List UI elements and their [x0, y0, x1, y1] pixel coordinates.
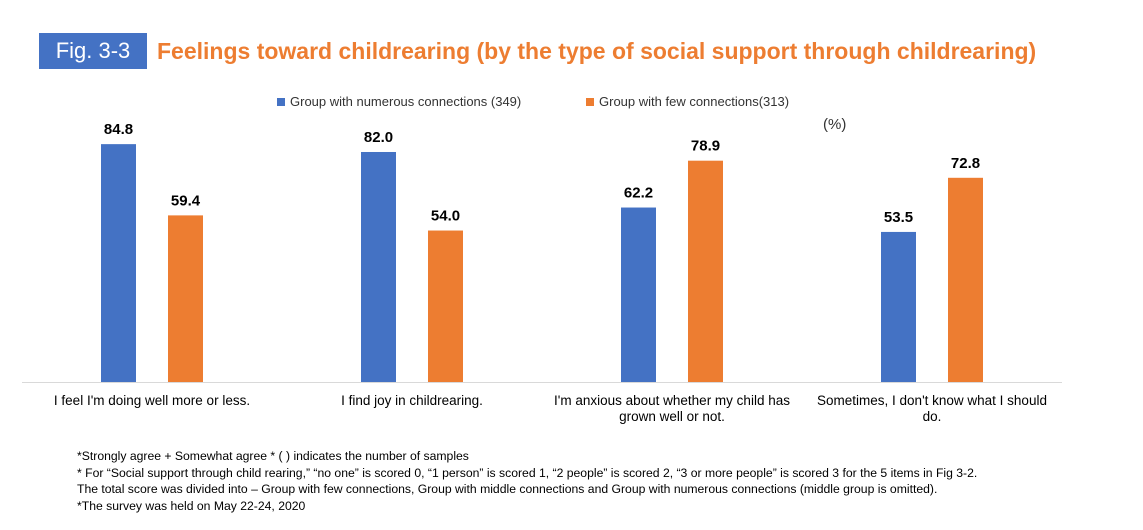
data-label: 59.4 [171, 192, 201, 209]
category-tick-label: I'm anxious about whether my child has [554, 393, 790, 408]
footnote-line: *The survey was held on May 22-24, 2020 [77, 498, 306, 513]
legend-label-numerous: Group with numerous connections (349) [290, 94, 522, 109]
data-label: 72.8 [951, 155, 980, 172]
chart-title: Feelings toward childrearing (by the typ… [157, 38, 1037, 64]
bar [688, 160, 723, 382]
category-tick-label: grown well or not. [619, 409, 725, 424]
data-label: 62.2 [624, 185, 653, 202]
category-tick-label: I feel I'm doing well more or less. [54, 393, 250, 408]
data-label: 78.9 [691, 138, 720, 155]
category-tick-label: do. [923, 409, 942, 424]
figure-number-badge: Fig. 3-3 [39, 33, 147, 69]
category-tick-label: I find joy in childrearing. [341, 393, 483, 408]
bar [948, 177, 983, 382]
bar-chart: 84.8 59.4 I feel I'm doing well more or le… [22, 121, 1062, 424]
unit-label: (%) [823, 116, 847, 133]
legend-swatch-numerous [277, 97, 285, 106]
legend-item-numerous: Group with numerous connections (349) [277, 94, 521, 109]
footnote-line: The total score was divided into – Group… [77, 482, 938, 497]
bar [101, 144, 136, 382]
data-label: 84.8 [104, 121, 133, 138]
legend-label-few: Group with few connections(313) [599, 94, 790, 109]
bar [168, 215, 203, 382]
footnotes: *Strongly agree + Somewhat agree * ( ) i… [77, 448, 977, 514]
chart-legend: Group with numerous connections (349) Gr… [0, 94, 1143, 110]
category-tick-label: Sometimes, I don't know what I should [817, 393, 1047, 408]
legend-item-few: Group with few connections(313) [586, 94, 789, 109]
bar [881, 231, 916, 382]
data-label: 53.5 [884, 209, 913, 226]
bar [428, 230, 463, 382]
bar [361, 151, 396, 382]
data-label: 82.0 [364, 129, 393, 146]
footnote-line: *Strongly agree + Somewhat agree * ( ) i… [77, 449, 469, 463]
footnote-line: * For “Social support through child rear… [77, 465, 978, 480]
bar [621, 207, 656, 382]
legend-swatch-few [586, 97, 594, 106]
data-label: 54.0 [431, 208, 460, 225]
